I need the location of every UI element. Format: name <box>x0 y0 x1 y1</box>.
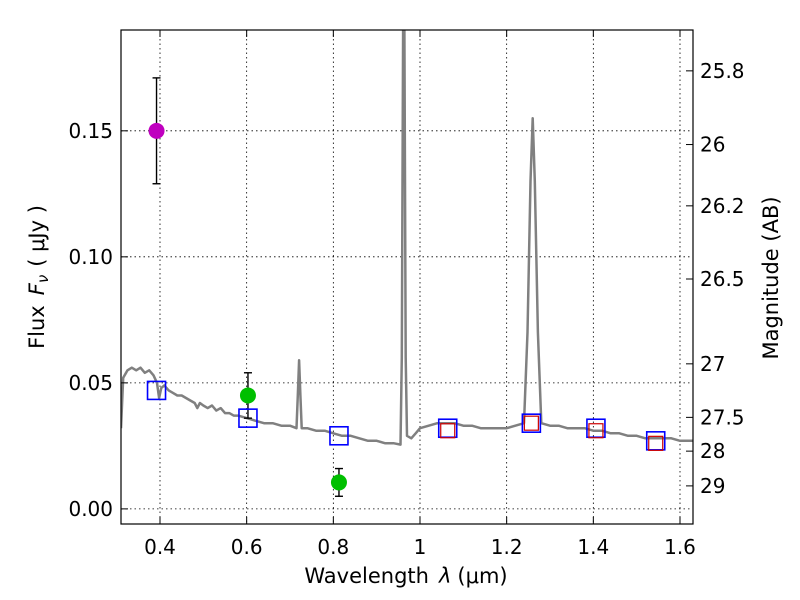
y-tick-label: 0.15 <box>68 119 113 143</box>
y-tick-label: 0.05 <box>68 371 113 395</box>
y2-tick-label: 27.5 <box>700 405 745 429</box>
x-tick-label: 1 <box>414 535 427 559</box>
y2-tick-label: 26.5 <box>700 267 745 291</box>
x-tick-label: 1.6 <box>664 535 696 559</box>
x-tick-label: 0.8 <box>317 535 349 559</box>
model-photometry-square <box>146 380 167 401</box>
x-axis-title: Wavelength λ (μm) <box>304 564 507 588</box>
y-tick-label: 0.00 <box>68 497 113 521</box>
y2-tick-label: 29 <box>700 474 725 498</box>
model-photometry-square <box>238 408 258 428</box>
y2-axis-title: Magnitude (AB) <box>759 196 783 359</box>
data-layer <box>121 30 693 497</box>
y2-tick-label: 26.2 <box>700 194 745 218</box>
photometry-point <box>239 387 256 404</box>
tick-labels: 0.4 0.6 0.8 1 1.2 1.4 1.6 0.00 0.05 0.10 0.15 25.8 2… <box>68 59 744 559</box>
plot-frame <box>120 29 694 525</box>
photometry-point <box>330 474 347 491</box>
model-photometry-square-red <box>588 423 604 439</box>
x-tick-label: 1.4 <box>577 535 609 559</box>
y2-tick-label: 25.8 <box>700 59 745 83</box>
model-photometry-square-red <box>648 435 664 451</box>
x-tick-label: 1.2 <box>491 535 523 559</box>
model-spectrum-line <box>121 30 693 446</box>
x-tick-label: 0.6 <box>231 535 263 559</box>
photometry-point <box>148 122 165 139</box>
model-photometry-square-red <box>523 415 539 431</box>
y-tick-label: 0.10 <box>68 245 113 269</box>
y-axis-title: FluxFν( μJy ) <box>25 205 52 349</box>
model-photometry-square <box>521 413 542 433</box>
tick-marks <box>121 30 693 524</box>
grid-lines <box>121 30 693 524</box>
y2-tick-label: 27 <box>700 352 725 376</box>
x-tick-label: 0.4 <box>144 535 176 559</box>
model-photometry-square <box>329 425 349 446</box>
y2-tick-label: 26 <box>700 133 725 157</box>
plot-area-background <box>121 30 693 524</box>
model-photometry-square-red <box>440 423 456 439</box>
y2-tick-label: 28 <box>700 439 725 463</box>
